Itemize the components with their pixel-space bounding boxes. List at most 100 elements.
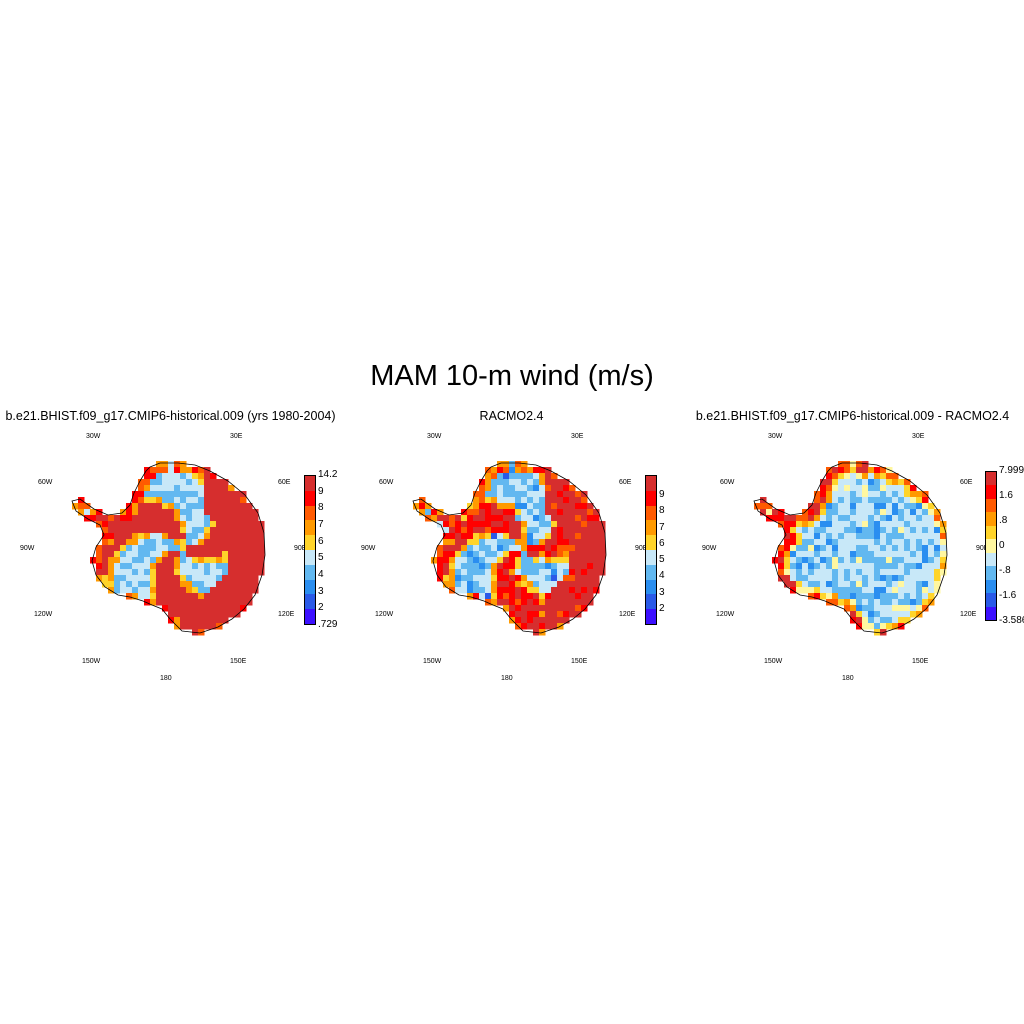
grid-cell <box>186 521 193 528</box>
grid-cell <box>844 539 851 546</box>
grid-cell <box>551 557 558 564</box>
grid-cell <box>497 569 504 576</box>
grid-cell <box>599 533 606 540</box>
grid-cell <box>138 509 145 516</box>
grid-cell <box>168 581 175 588</box>
grid-cell <box>551 485 558 492</box>
grid-cell <box>856 617 863 624</box>
grid-cell <box>539 563 546 570</box>
grid-cell <box>515 581 522 588</box>
grid-cell <box>455 527 462 534</box>
grid-cell <box>479 485 486 492</box>
grid-cell <box>515 605 522 612</box>
grid-cell <box>491 545 498 552</box>
grid-cell <box>198 497 205 504</box>
grid-cell <box>820 533 827 540</box>
grid-cell <box>473 533 480 540</box>
grid-cell <box>874 557 881 564</box>
grid-cell <box>174 515 181 522</box>
grid-cell <box>491 485 498 492</box>
grid-cell <box>413 503 420 510</box>
grid-cell <box>234 569 241 576</box>
grid-cell <box>497 563 504 570</box>
longitude-label: 150W <box>82 658 101 665</box>
grid-cell <box>868 581 875 588</box>
grid-cell <box>880 569 887 576</box>
grid-cell <box>485 575 492 582</box>
grid-cell <box>898 527 905 534</box>
grid-cell <box>581 533 588 540</box>
grid-cell <box>497 581 504 588</box>
grid-cell <box>168 461 175 468</box>
grid-cell <box>838 491 845 498</box>
grid-cell <box>509 467 516 474</box>
grid-cell <box>940 551 947 558</box>
longitude-label: 30W <box>768 433 783 440</box>
grid-cell <box>132 533 139 540</box>
grid-cell <box>485 527 492 534</box>
grid-cell <box>802 569 809 576</box>
grid-cell <box>533 491 540 498</box>
colorbar-segment <box>305 594 315 610</box>
grid-cell <box>880 617 887 624</box>
grid-cell <box>838 521 845 528</box>
grid-cell <box>880 605 887 612</box>
grid-cell <box>443 515 450 522</box>
grid-cell <box>222 533 229 540</box>
grid-cell <box>192 473 199 480</box>
grid-cell <box>210 605 217 612</box>
grid-cell <box>258 563 265 570</box>
colorbar <box>304 475 316 625</box>
grid-cell <box>862 509 869 516</box>
grid-cell <box>527 539 534 546</box>
grid-cell <box>796 515 803 522</box>
grid-cell <box>904 485 911 492</box>
grid-cell <box>96 557 103 564</box>
grid-cell <box>778 563 785 570</box>
grid-cell <box>533 575 540 582</box>
grid-cell <box>84 509 91 516</box>
grid-cell <box>521 473 528 480</box>
longitude-label: 30E <box>571 433 584 440</box>
grid-cell <box>150 509 157 516</box>
grid-cell <box>198 611 205 618</box>
grid-cell <box>910 533 917 540</box>
grid-cell <box>467 533 474 540</box>
grid-cell <box>210 623 217 630</box>
grid-cell <box>228 527 235 534</box>
grid-cell <box>868 611 875 618</box>
grid-cell <box>539 467 546 474</box>
grid-cell <box>527 527 534 534</box>
grid-cell <box>473 593 480 600</box>
grid-cell <box>246 563 253 570</box>
grid-cell <box>880 509 887 516</box>
grid-cell <box>168 497 175 504</box>
grid-cell <box>904 611 911 618</box>
grid-cell <box>246 515 253 522</box>
grid-cell <box>766 503 773 510</box>
grid-cell <box>491 581 498 588</box>
grid-cell <box>814 557 821 564</box>
grid-cell <box>599 557 606 564</box>
grid-cell <box>916 605 923 612</box>
grid-cell <box>240 563 247 570</box>
grid-cell <box>210 575 217 582</box>
grid-cell <box>240 503 247 510</box>
grid-cell <box>443 521 450 528</box>
grid-cell <box>892 485 899 492</box>
grid-cell <box>832 581 839 588</box>
grid-cell <box>515 515 522 522</box>
grid-cell <box>240 497 247 504</box>
grid-cell <box>910 545 917 552</box>
grid-cell <box>533 569 540 576</box>
grid-cell <box>479 593 486 600</box>
grid-cell <box>832 593 839 600</box>
grid-cell <box>820 563 827 570</box>
grid-cell <box>539 503 546 510</box>
grid-cell <box>778 551 785 558</box>
grid-cell <box>210 569 217 576</box>
grid-cell <box>126 545 133 552</box>
grid-cell <box>174 533 181 540</box>
grid-cell <box>174 575 181 582</box>
grid-cell <box>114 533 121 540</box>
